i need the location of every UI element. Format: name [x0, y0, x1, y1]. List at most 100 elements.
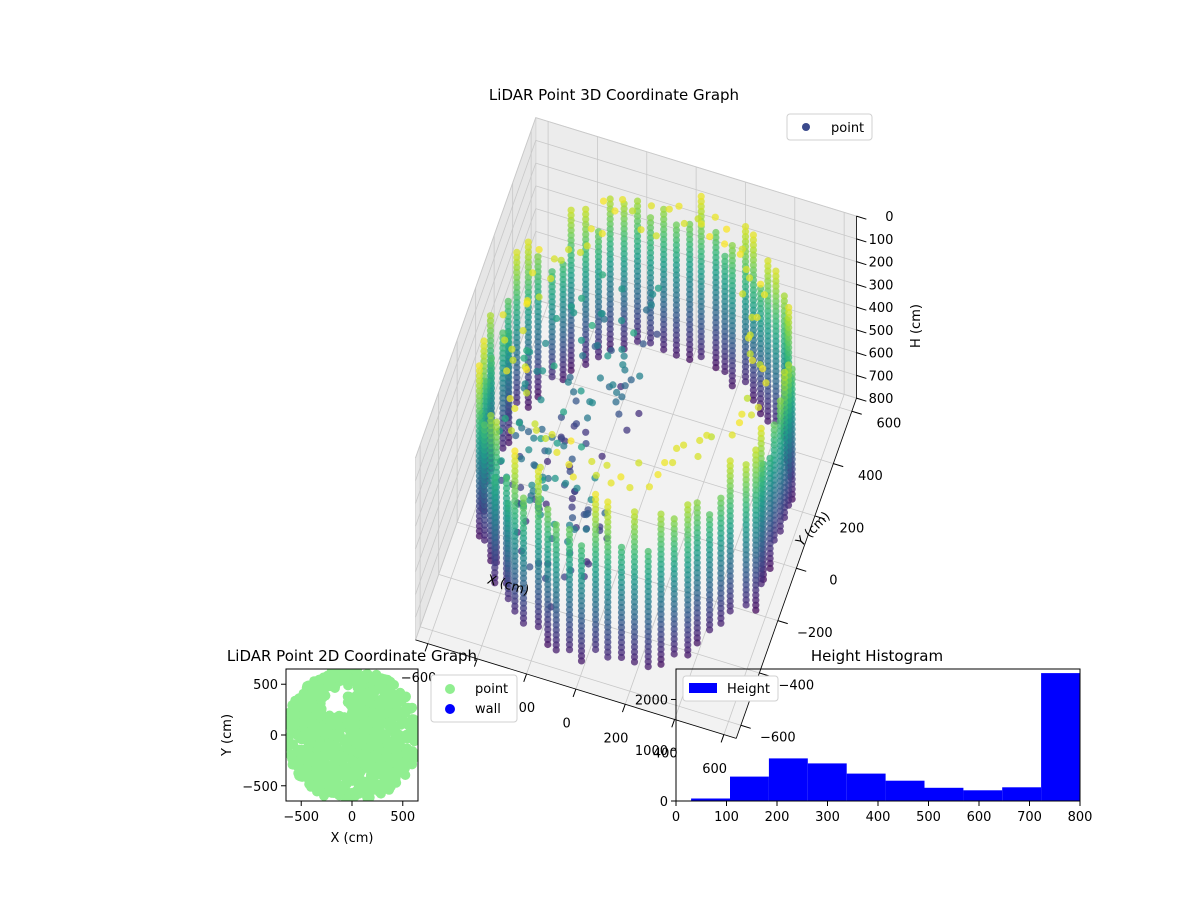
data-point-3d — [475, 387, 483, 395]
data-point-3d — [582, 255, 590, 263]
data-point-3d — [670, 630, 678, 638]
data-point-3d — [567, 261, 575, 269]
data-point-3d — [606, 310, 614, 318]
data-point-3d — [630, 583, 639, 591]
data-point-3d — [630, 553, 639, 561]
data-point-3d — [660, 310, 668, 318]
y-axis-tick — [759, 672, 770, 677]
data-point-3d — [757, 330, 765, 338]
data-point-3d — [644, 593, 652, 601]
data-point-3d — [684, 561, 692, 569]
data-point-3d — [780, 378, 789, 386]
data-point-3d — [646, 329, 655, 337]
data-point-3d — [657, 605, 665, 613]
data-point-3d — [617, 633, 626, 642]
data-point-3d — [766, 554, 774, 563]
data-point-3d — [712, 263, 720, 272]
data-point-3d — [486, 347, 495, 355]
data-point-3d — [711, 213, 719, 221]
data-point-3d — [766, 539, 774, 548]
data-point-3d — [606, 330, 614, 338]
data-point-3d — [481, 531, 489, 539]
histogram-ytick-label: 0 — [660, 795, 668, 810]
data-point-3d — [660, 245, 668, 253]
data-point-3d — [646, 224, 655, 232]
data-point-3d — [499, 384, 507, 392]
data-point-3d — [534, 378, 542, 386]
data-point-3d — [525, 446, 533, 454]
data-point-3d — [706, 521, 714, 529]
data-point-3d — [749, 301, 758, 309]
data-point-3d — [752, 541, 760, 549]
grid-line-z-left — [415, 162, 537, 504]
data-point-3d — [752, 556, 760, 564]
data-point-3d — [766, 514, 774, 522]
histogram-bar — [730, 776, 769, 801]
data-point-3d — [660, 305, 668, 313]
data-point-3d — [567, 366, 575, 374]
data-point-3d — [757, 280, 765, 288]
data-point-2d — [316, 721, 327, 732]
data-point-3d — [524, 288, 532, 296]
data-point-3d — [534, 613, 543, 621]
data-point-3d — [620, 225, 628, 233]
data-point-3d — [752, 526, 760, 534]
data-point-3d — [559, 311, 567, 319]
data-point-3d — [728, 327, 736, 335]
data-point-3d — [552, 571, 560, 579]
histogram-bar — [885, 780, 925, 801]
data-point-3d — [491, 504, 499, 512]
data-point-2d — [396, 716, 407, 727]
data-point-3d — [565, 561, 574, 569]
data-point-3d — [736, 250, 744, 258]
data-point-3d — [657, 655, 665, 663]
data-point-3d — [742, 516, 750, 524]
data-point-3d — [644, 653, 652, 661]
data-point-3d — [517, 483, 525, 492]
data-point-3d — [499, 349, 507, 357]
data-point-3d — [757, 474, 765, 483]
y-axis-tick — [796, 567, 807, 572]
data-point-3d — [519, 549, 528, 557]
data-point-3d — [752, 486, 760, 494]
data-point-3d — [672, 266, 681, 274]
data-point-3d — [544, 447, 552, 455]
data-point-3d — [772, 332, 780, 340]
data-point-3d — [644, 608, 652, 616]
grid-line-z-left — [415, 117, 537, 458]
data-point-3d — [633, 262, 642, 270]
data-point-3d — [487, 452, 495, 460]
data-point-3d — [491, 569, 499, 577]
data-point-3d — [552, 536, 560, 544]
data-point-3d — [491, 544, 499, 552]
data-point-3d — [511, 557, 519, 565]
data-point-3d — [491, 474, 499, 482]
data-point-3d — [646, 339, 655, 347]
data-point-3d — [506, 395, 514, 403]
data-point-3d — [511, 587, 519, 595]
data-point-3d — [534, 313, 542, 321]
data-point-3d — [644, 577, 652, 586]
data-point-3d — [712, 253, 720, 262]
data-point-3d — [577, 572, 586, 580]
data-point-3d — [548, 373, 556, 381]
data-point-3d — [706, 611, 714, 619]
data-point-3d — [519, 499, 528, 507]
data-point-3d — [670, 555, 678, 563]
data-point-3d — [565, 556, 574, 564]
data-point-3d — [752, 591, 760, 599]
data-point-3d — [721, 307, 729, 315]
data-point-3d — [486, 342, 495, 350]
data-point-3d — [630, 573, 639, 581]
data-point-3d — [598, 271, 607, 279]
data-point-3d — [499, 434, 507, 442]
data-point-3d — [633, 282, 642, 290]
chart-3d-legend-label: point — [831, 121, 864, 136]
data-point-3d — [617, 613, 626, 622]
data-point-3d — [742, 551, 750, 559]
data-point-3d — [513, 288, 521, 296]
data-point-3d — [606, 200, 614, 208]
data-point-3d — [630, 508, 639, 516]
data-point-3d — [630, 638, 639, 646]
grid-line-z-back — [535, 185, 857, 285]
